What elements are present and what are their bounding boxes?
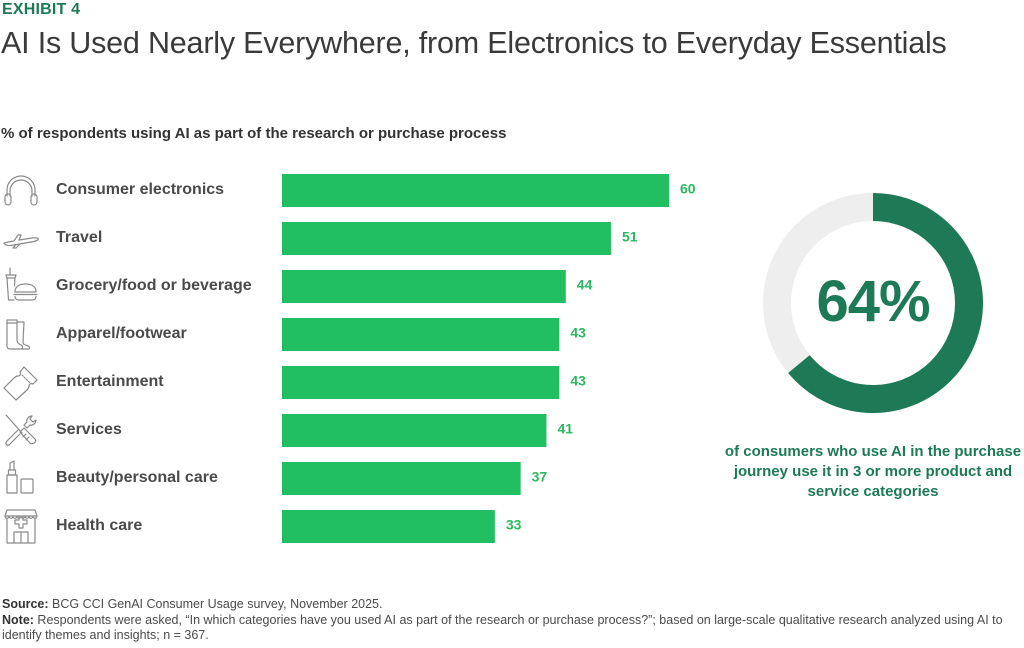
source-text: BCG CCI GenAI Consumer Usage survey, Nov… bbox=[48, 597, 383, 611]
ticket-icon bbox=[2, 364, 40, 402]
note-label: Note: bbox=[2, 612, 34, 627]
chart-subtitle: % of respondents using AI as part of the… bbox=[1, 125, 507, 142]
storefront-clinic-icon bbox=[2, 507, 40, 545]
bar-value-label: 41 bbox=[557, 421, 573, 437]
bar-1 bbox=[282, 174, 669, 207]
note-text: Respondents were asked, “In which catego… bbox=[2, 612, 1003, 643]
boots-icon bbox=[2, 316, 40, 354]
bar-2 bbox=[282, 222, 611, 255]
exhibit-number: EXHIBIT 4 bbox=[2, 1, 81, 18]
bars-group: 60 51 44 43 43 41 37 33 bbox=[282, 174, 696, 543]
food-drink-icon bbox=[2, 266, 40, 304]
bar-8 bbox=[282, 510, 495, 543]
category-label: Beauty/personal care bbox=[56, 469, 218, 486]
source-label: Source: bbox=[2, 597, 49, 611]
lipstick-icon bbox=[2, 458, 40, 496]
bar-value-label: 33 bbox=[506, 517, 522, 533]
category-label: Grocery/food or beverage bbox=[56, 277, 252, 294]
donut-value-arc bbox=[763, 193, 983, 413]
category-label: Consumer electronics bbox=[56, 181, 225, 198]
bar-5 bbox=[282, 366, 560, 399]
donut-value-label: 64% bbox=[816, 269, 930, 334]
airplane-icon bbox=[2, 220, 40, 258]
chart-title: AI Is Used Nearly Everywhere, from Elect… bbox=[1, 26, 947, 60]
bar-value-label: 43 bbox=[570, 325, 586, 341]
headphones-icon bbox=[2, 172, 40, 210]
bar-6 bbox=[282, 414, 547, 447]
donut-chart bbox=[763, 193, 983, 413]
bar-4 bbox=[282, 318, 560, 351]
category-label: Travel bbox=[56, 229, 103, 246]
source-line: Source: BCG CCI GenAI Consumer Usage sur… bbox=[2, 597, 1012, 613]
category-label: Entertainment bbox=[56, 373, 164, 390]
bar-value-label: 43 bbox=[570, 373, 586, 389]
category-label: Services bbox=[56, 421, 122, 438]
bar-value-label: 44 bbox=[577, 277, 593, 293]
donut-caption: of consumers who use AI in the purchase … bbox=[724, 443, 1022, 500]
note-line: Note: Respondents were asked, “In which … bbox=[2, 613, 1012, 644]
bar-7 bbox=[282, 462, 521, 495]
bar-3 bbox=[282, 270, 566, 303]
tools-icon bbox=[2, 412, 40, 450]
category-label: Apparel/footwear bbox=[56, 325, 187, 342]
category-label: Health care bbox=[56, 517, 143, 534]
bar-value-label: 51 bbox=[622, 229, 638, 245]
bar-value-label: 37 bbox=[532, 469, 548, 485]
footer-notes: Source: BCG CCI GenAI Consumer Usage sur… bbox=[2, 597, 1012, 644]
bar-value-label: 60 bbox=[680, 181, 696, 197]
